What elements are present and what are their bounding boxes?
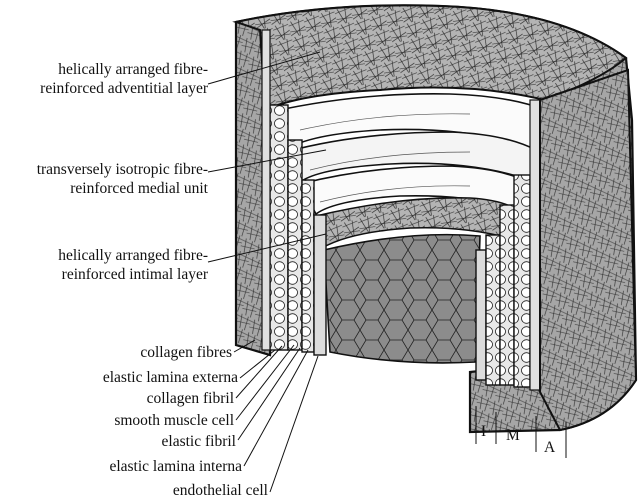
elastic-fibril-label: elastic fibril: [161, 433, 236, 450]
intima-label: helically arranged fibre- reinforced int…: [4, 246, 208, 284]
adventitia-marker: A: [544, 439, 556, 456]
media-label-line2: reinforced medial unit: [70, 180, 208, 197]
adventitia-label-line1: helically arranged fibre-: [58, 61, 208, 78]
right-media-cells-1: [485, 234, 501, 386]
adventitia-label-line2: reinforced adventitial layer: [40, 80, 208, 97]
media-label: transversely isotropic fibre- reinforced…: [0, 160, 208, 198]
media-label-line1: transversely isotropic fibre-: [36, 161, 208, 178]
intima-label-line2: reinforced intimal layer: [61, 266, 208, 283]
adventitia-top-rim: [232, 4, 628, 112]
left-media-cells-2: [287, 139, 303, 351]
elastic-lamina-interna-label: elastic lamina interna: [109, 458, 242, 475]
intima-label-line1: helically arranged fibre-: [58, 247, 208, 264]
elastic-lamina-externa-label: elastic lamina externa: [102, 369, 238, 386]
collagen-fibril-label: collagen fibril: [146, 390, 234, 407]
endothelial-cell-label: endothelial cell: [172, 482, 268, 499]
right-adventitia-face: [539, 68, 638, 432]
smooth-muscle-cell-label: smooth muscle cell: [114, 412, 234, 429]
right-intima-strip: [475, 249, 487, 381]
adventitia-label: helically arranged fibre- reinforced adv…: [4, 60, 208, 98]
intima-marker: I: [481, 423, 487, 440]
collagen-fibres-label: collagen fibres: [140, 344, 232, 361]
left-media-cells-1: [269, 104, 289, 351]
media-marker: M: [506, 427, 520, 444]
left-intima-strip: [313, 214, 327, 356]
right-media-cells-2: [499, 204, 515, 386]
right-media-cells-3: [513, 174, 531, 388]
endothelium: [323, 233, 481, 364]
left-media-cells-3: [301, 179, 315, 353]
